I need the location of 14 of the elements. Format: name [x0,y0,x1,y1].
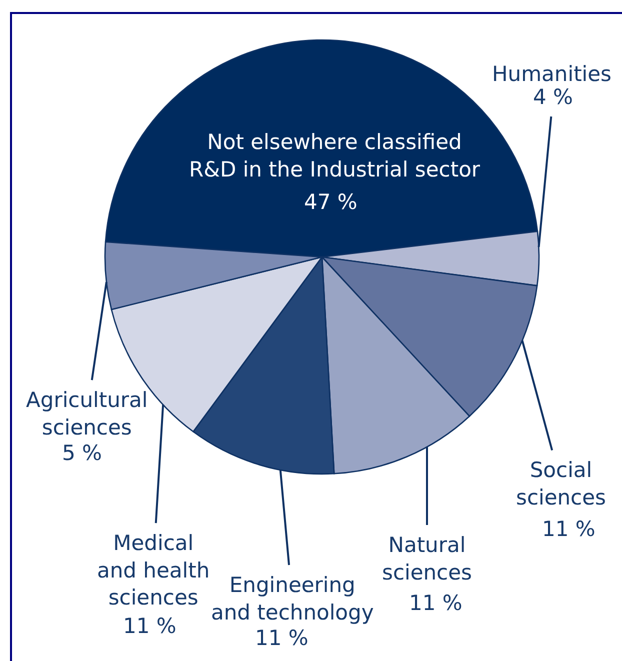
data-label: 11 % [123,614,176,638]
data-label: 4 % [533,85,573,109]
data-label: 11 % [409,591,462,615]
slice-label: Humanities [492,62,612,86]
slice-label: Natural sciences [382,533,472,584]
slice-label: Engineering and technology [211,573,374,624]
slice-label: Not elsewhere classified R&D in the Industrial sector [189,130,480,182]
slice-label: Agricultural sciences [26,388,148,440]
data-label: 47 % [304,190,358,214]
slice-label: Medical and health sciences [97,531,210,610]
data-label: 11 % [542,517,596,541]
slice-label: Social sciences [516,458,606,510]
data-label: 5 % [62,441,102,465]
data-label: 11 % [255,626,308,650]
